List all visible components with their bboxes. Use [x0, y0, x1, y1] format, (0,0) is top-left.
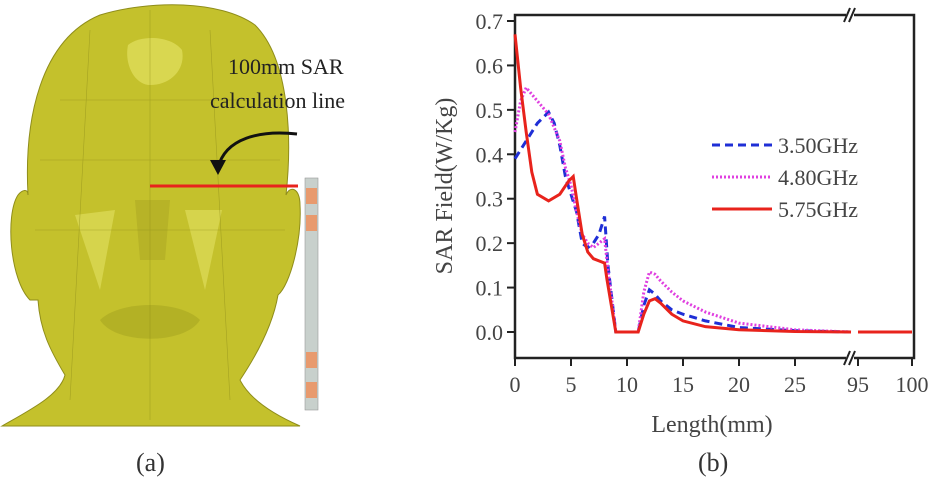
y-tick-label: 0.6 [476, 53, 504, 78]
x-tick-label: 10 [616, 372, 638, 397]
annotation-arrow-icon [216, 131, 298, 169]
caption-a: (a) [136, 448, 165, 477]
x-tick-label: 95 [847, 372, 869, 397]
y-axis-label: SAR Field(W/Kg) [432, 98, 458, 275]
annotation-label-line2: calculation line [210, 88, 345, 113]
series-line-5.75GHz [513, 34, 852, 334]
head-mesh-figure [0, 4, 319, 427]
axis-break-icon [843, 7, 856, 23]
y-tick-label: 0.5 [476, 98, 504, 123]
legend-label: 3.50GHz [778, 133, 858, 158]
x-tick-label: 100 [896, 372, 929, 397]
x-tick-label: 20 [728, 372, 750, 397]
head-model-panel: 100mm SAR calculation line (a) [0, 0, 420, 496]
axis-break-gap [846, 7, 854, 23]
annotation-label-line1: 100mm SAR [228, 54, 344, 79]
plot-frame [513, 13, 916, 360]
x-tick-label: 5 [566, 372, 577, 397]
series-line-3.50GHz [513, 109, 852, 334]
x-axis-label: Length(mm) [651, 412, 772, 438]
y-tick-label: 0.4 [476, 142, 504, 167]
legend-label: 5.75GHz [778, 197, 858, 222]
axis-break-icon [843, 350, 856, 366]
colorbar [304, 177, 319, 411]
y-tick-label: 0.1 [476, 276, 504, 301]
y-tick-label: 0.2 [476, 231, 504, 256]
x-tick-label: 15 [672, 372, 694, 397]
x-tick-label: 0 [510, 372, 521, 397]
legend-label: 4.80GHz [778, 165, 858, 190]
head-mesh [0, 4, 301, 427]
y-tick-label: 0.3 [476, 187, 504, 212]
series-line-4.80GHz [513, 84, 852, 334]
y-tick-label: 0.0 [476, 320, 504, 345]
x-tick-label: 25 [784, 372, 806, 397]
axis-break-gap [846, 350, 854, 366]
y-tick-label: 0.7 [476, 9, 504, 34]
caption-b: (b) [698, 448, 729, 477]
